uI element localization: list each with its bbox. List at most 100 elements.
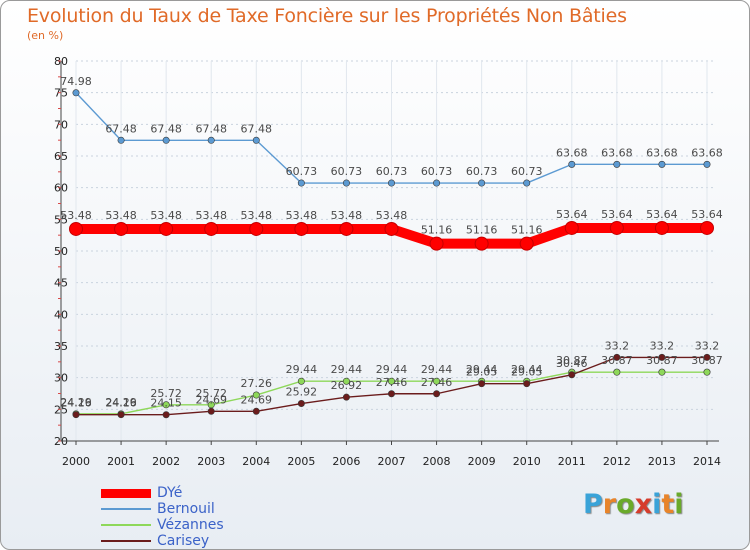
data-label: 29.05 xyxy=(511,366,543,379)
data-label: 30.87 xyxy=(646,354,678,367)
data-label: 53.64 xyxy=(556,208,588,221)
legend-label: DYé xyxy=(157,485,183,501)
logo-letter: x xyxy=(634,489,653,520)
data-label: 25.92 xyxy=(286,386,318,399)
data-point xyxy=(658,353,666,361)
data-label: 29.44 xyxy=(331,363,363,376)
data-point xyxy=(613,368,621,376)
data-point xyxy=(72,89,80,97)
legend-label: Carisey xyxy=(157,533,210,549)
data-label: 30.87 xyxy=(691,354,723,367)
data-label: 24.69 xyxy=(195,393,227,406)
x-tick-label: 2002 xyxy=(152,455,180,468)
data-label: 24.16 xyxy=(60,397,92,410)
data-label: 24.16 xyxy=(105,397,137,410)
data-label: 29.44 xyxy=(286,363,318,376)
data-label: 60.73 xyxy=(421,165,453,178)
x-tick-label: 2009 xyxy=(468,455,496,468)
x-tick-label: 2011 xyxy=(558,455,586,468)
data-point xyxy=(162,136,170,144)
data-point xyxy=(252,136,260,144)
data-point xyxy=(342,377,350,385)
logo-letter: i xyxy=(652,489,662,520)
data-point xyxy=(249,221,264,236)
data-point xyxy=(294,221,309,236)
data-point xyxy=(342,393,350,401)
legend-label: Bernouil xyxy=(157,501,215,517)
data-point xyxy=(654,220,669,235)
x-tick-label: 2008 xyxy=(423,455,451,468)
grid xyxy=(75,60,715,442)
data-point xyxy=(519,236,534,251)
data-point xyxy=(474,236,489,251)
legend-swatch xyxy=(101,488,151,498)
data-label: 53.48 xyxy=(105,209,137,222)
data-point xyxy=(384,221,399,236)
data-label: 53.48 xyxy=(376,209,408,222)
x-tick-label: 2001 xyxy=(107,455,135,468)
x-tick-label: 2005 xyxy=(287,455,315,468)
data-point xyxy=(159,221,174,236)
data-point xyxy=(523,380,531,388)
legend-item: Carisey xyxy=(101,533,224,549)
axes: 2025303540455055606570758020002001200220… xyxy=(54,55,721,468)
data-point xyxy=(433,390,441,398)
data-point xyxy=(342,179,350,187)
data-point xyxy=(568,371,576,379)
data-label: 53.48 xyxy=(331,209,363,222)
data-label: 27.46 xyxy=(421,376,453,389)
data-point xyxy=(252,391,260,399)
data-label: 53.64 xyxy=(646,208,678,221)
data-label: 63.68 xyxy=(556,146,588,159)
data-label: 24.29 xyxy=(105,396,137,409)
legend-swatch xyxy=(101,540,151,542)
data-point xyxy=(72,411,80,419)
data-point xyxy=(69,221,83,236)
data-point xyxy=(564,220,579,235)
data-label: 53.48 xyxy=(60,209,92,222)
x-tick-label: 2007 xyxy=(378,455,406,468)
data-point xyxy=(387,390,395,398)
x-tick-label: 2000 xyxy=(62,455,90,468)
data-label: 60.73 xyxy=(511,165,543,178)
data-label: 25.72 xyxy=(195,387,227,400)
data-label: 53.64 xyxy=(691,208,723,221)
data-label: 51.16 xyxy=(421,224,453,237)
data-label: 27.26 xyxy=(241,377,273,390)
data-label: 74.98 xyxy=(60,75,92,88)
data-label: 24.15 xyxy=(150,397,182,410)
data-point xyxy=(162,411,170,419)
data-label: 27.46 xyxy=(376,376,408,389)
data-point xyxy=(703,368,711,376)
data-point xyxy=(523,179,531,187)
data-point xyxy=(114,221,129,236)
data-point xyxy=(339,221,354,236)
logo-letter: P xyxy=(583,489,603,520)
data-label: 51.16 xyxy=(466,224,498,237)
legend-item: Bernouil xyxy=(101,501,224,517)
data-label: 67.48 xyxy=(105,122,137,135)
data-point xyxy=(297,179,305,187)
data-point xyxy=(117,136,125,144)
data-point xyxy=(613,353,621,361)
data-point xyxy=(703,353,711,361)
data-label: 29.44 xyxy=(466,363,498,376)
data-label: 30.87 xyxy=(601,354,633,367)
data-point xyxy=(204,221,219,236)
data-label: 25.72 xyxy=(150,387,182,400)
chart-title: Evolution du Taux de Taxe Foncière sur l… xyxy=(27,5,627,27)
data-point xyxy=(387,377,395,385)
data-point xyxy=(117,411,125,419)
data-label: 24.69 xyxy=(241,393,273,406)
x-tick-label: 2004 xyxy=(242,455,270,468)
data-label: 29.44 xyxy=(421,363,453,376)
data-label: 33.2 xyxy=(650,339,675,352)
x-tick-label: 2014 xyxy=(693,455,721,468)
logo-letter: i xyxy=(674,489,684,520)
data-label: 53.64 xyxy=(601,208,633,221)
data-label: 60.73 xyxy=(376,165,408,178)
data-label: 67.48 xyxy=(195,122,227,135)
data-point xyxy=(478,179,486,187)
